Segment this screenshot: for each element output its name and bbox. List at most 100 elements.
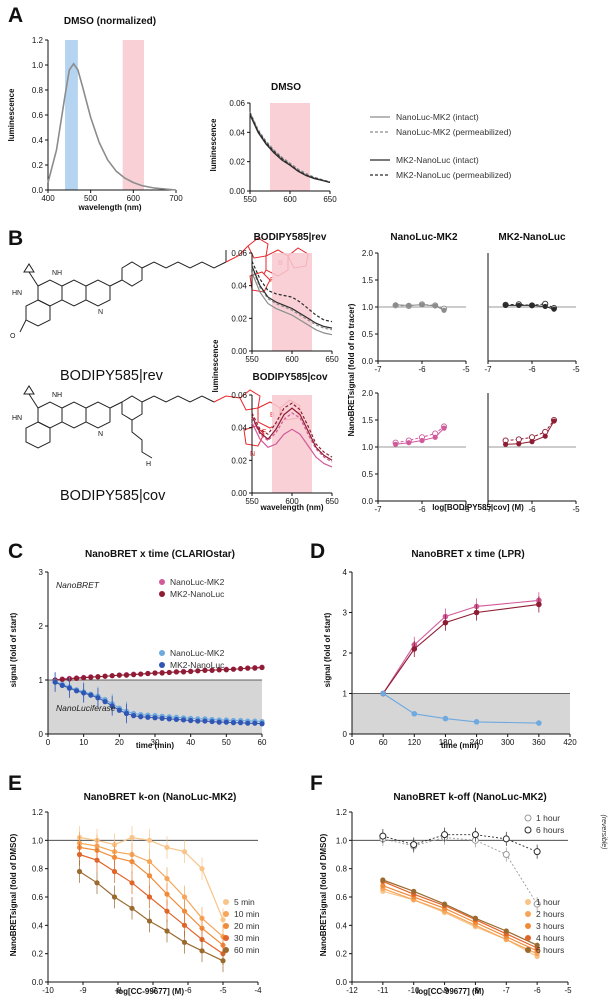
d-ytick-label-1: 1 [343, 690, 348, 699]
a1-ytick-label-6: 1.2 [32, 36, 44, 45]
c-point-4-10 [123, 710, 130, 717]
f-legend-cov-swatch-1 [525, 899, 531, 905]
b-dose-4-xtick-label-0: -7 [484, 505, 492, 514]
b-cov-series-1 [251, 422, 333, 468]
b-dose-3-point-intact-3 [432, 434, 438, 440]
rev-ring-3 [85, 279, 111, 307]
e-point-3-2 [111, 854, 118, 860]
e-point-1-6 [181, 849, 188, 855]
f-ytick-label-4: 0.8 [336, 865, 348, 874]
e-point-5-8 [220, 958, 226, 964]
a-legend-label-1: NanoLuc-MK2 (intact) [396, 112, 479, 122]
cov-atom-n: N [98, 431, 103, 438]
b-cov-band-pink [272, 395, 312, 493]
c-point-4-15 [159, 715, 165, 721]
c-xtick-label-0: 0 [46, 738, 51, 747]
c-point-2-19 [188, 668, 194, 674]
cov-ring-3 [85, 401, 111, 429]
rev-atom-hn: HN [12, 290, 22, 297]
c-legend-swatch-1 [159, 579, 165, 585]
rev-atom-o: O [10, 333, 16, 340]
e-title: NanoBRET k-on (NanoLuc-MK2) [84, 792, 237, 803]
c-point-4-29 [259, 721, 265, 727]
panel-label-d: D [310, 540, 325, 563]
e-point-2-4 [146, 858, 153, 865]
d-series-line-1 [382, 599, 539, 694]
c-title: NanoBRET x time (CLARIOstar) [85, 549, 235, 560]
d-xtick-label-3: 180 [439, 738, 453, 747]
f-legend: 1 hour 6 hours 1 hour 2 hours 3 hours 4 hours… [524, 813, 564, 955]
e-point-5-0 [76, 868, 83, 875]
e-ytick-label-3: 0.6 [32, 893, 44, 902]
b-dose-3-ytick-label-0: 0.0 [362, 497, 374, 506]
d-ytick-label-3: 3 [343, 609, 348, 618]
f-rev-point-2-2 [441, 831, 449, 839]
c-point-2-3 [73, 675, 80, 681]
b-rev-ytick-label-1: 0.02 [231, 314, 247, 323]
f-rev-point-1-4 [502, 851, 510, 858]
cov-atom-f: F [262, 429, 266, 436]
e-ytick-label-0: 0.0 [32, 978, 44, 987]
d-xtick-label-5: 300 [501, 738, 515, 747]
a1-xtick-label-0: 400 [41, 194, 55, 203]
c-point-4-16 [166, 716, 172, 722]
c-point-4-7 [102, 699, 108, 705]
e-point-5-3 [129, 905, 135, 911]
f-legend-cov-swatch-3 [525, 923, 531, 929]
c-point-2-12 [138, 671, 144, 677]
d-ytick-label-4: 4 [343, 568, 348, 577]
e-xtick-label-3: -7 [149, 986, 157, 995]
f-xtick-label-7: -5 [564, 986, 572, 995]
b-cov-ytick-label-3: 0.06 [231, 391, 247, 400]
f-xtick-label-6: -6 [534, 986, 542, 995]
f-rev-point-2-0 [379, 832, 387, 840]
b-dose-2-xtick-label-1: -6 [528, 365, 536, 374]
c-point-4-19 [188, 717, 194, 724]
c-point-2-11 [131, 672, 137, 678]
b-dose-1-ytick-label-0: 0.0 [362, 357, 374, 366]
structure-bodipy585-rev [19, 237, 309, 333]
c-point-4-0 [52, 679, 58, 685]
b-dose-1-point-intact-0 [393, 302, 399, 308]
d-xtick-label-4: 240 [470, 738, 484, 747]
b-cov-ytick-label-1: 0.02 [231, 456, 247, 465]
f-rev-point-2-4 [502, 835, 510, 843]
chart-d: 0 60 120 180 240 300 360 420 0 1 2 3 4 [343, 568, 578, 747]
c-ylabel: signal (fold of start) [9, 612, 18, 687]
a1-band-pink [122, 40, 144, 190]
f-ytick-label-6: 1.2 [336, 808, 348, 817]
cov-linker [141, 395, 215, 403]
b-dose-2-point-intact-4 [551, 306, 557, 312]
b-dose-1-point-intact-4 [441, 307, 447, 313]
c-point-4-5 [88, 692, 94, 698]
b-dose-3-ytick-label-1: 0.5 [362, 470, 374, 479]
b-dose-1-ytick-label-4: 2.0 [362, 249, 374, 258]
f-cov-fit-1 [382, 890, 538, 958]
c-xtick-label-2: 20 [115, 738, 124, 747]
f-cov-fit-2 [382, 887, 538, 955]
b-dose-2-point-intact-2 [529, 302, 535, 308]
d-xtick-label-1: 60 [379, 738, 388, 747]
a-legend-label-2: NanoLuc-MK2 (permeabilized) [396, 127, 511, 137]
e-ytick-label-1: 0.2 [32, 950, 44, 959]
e-point-3-6 [181, 908, 188, 914]
a1-band-blue [65, 40, 78, 190]
b-dose-4-point-intact-1 [516, 441, 522, 447]
f-ytick-label-2: 0.4 [336, 921, 348, 930]
c-point-2-24 [223, 667, 229, 673]
cov-atom-nh: NH [52, 392, 62, 399]
c-point-2-26 [238, 666, 244, 672]
d-point-3-3 [473, 719, 480, 725]
cov-atom-hn: HN [12, 415, 22, 422]
b-cov-ytick-label-2: 0.04 [231, 424, 247, 433]
f-cov-point-5-3 [472, 915, 479, 921]
c-point-2-10 [123, 672, 130, 678]
f-cov-point-5-5 [534, 942, 540, 948]
f-xtick-label-0: -12 [346, 986, 358, 995]
c-point-2-8 [109, 673, 115, 679]
b-dose-3-ytick-label-4: 2.0 [362, 389, 374, 398]
c-point-2-21 [202, 667, 208, 673]
b-cov-xtick-label-2: 650 [325, 497, 339, 506]
f-reversible-label: (reversible) [600, 814, 607, 849]
panel-label-e: E [8, 772, 22, 795]
